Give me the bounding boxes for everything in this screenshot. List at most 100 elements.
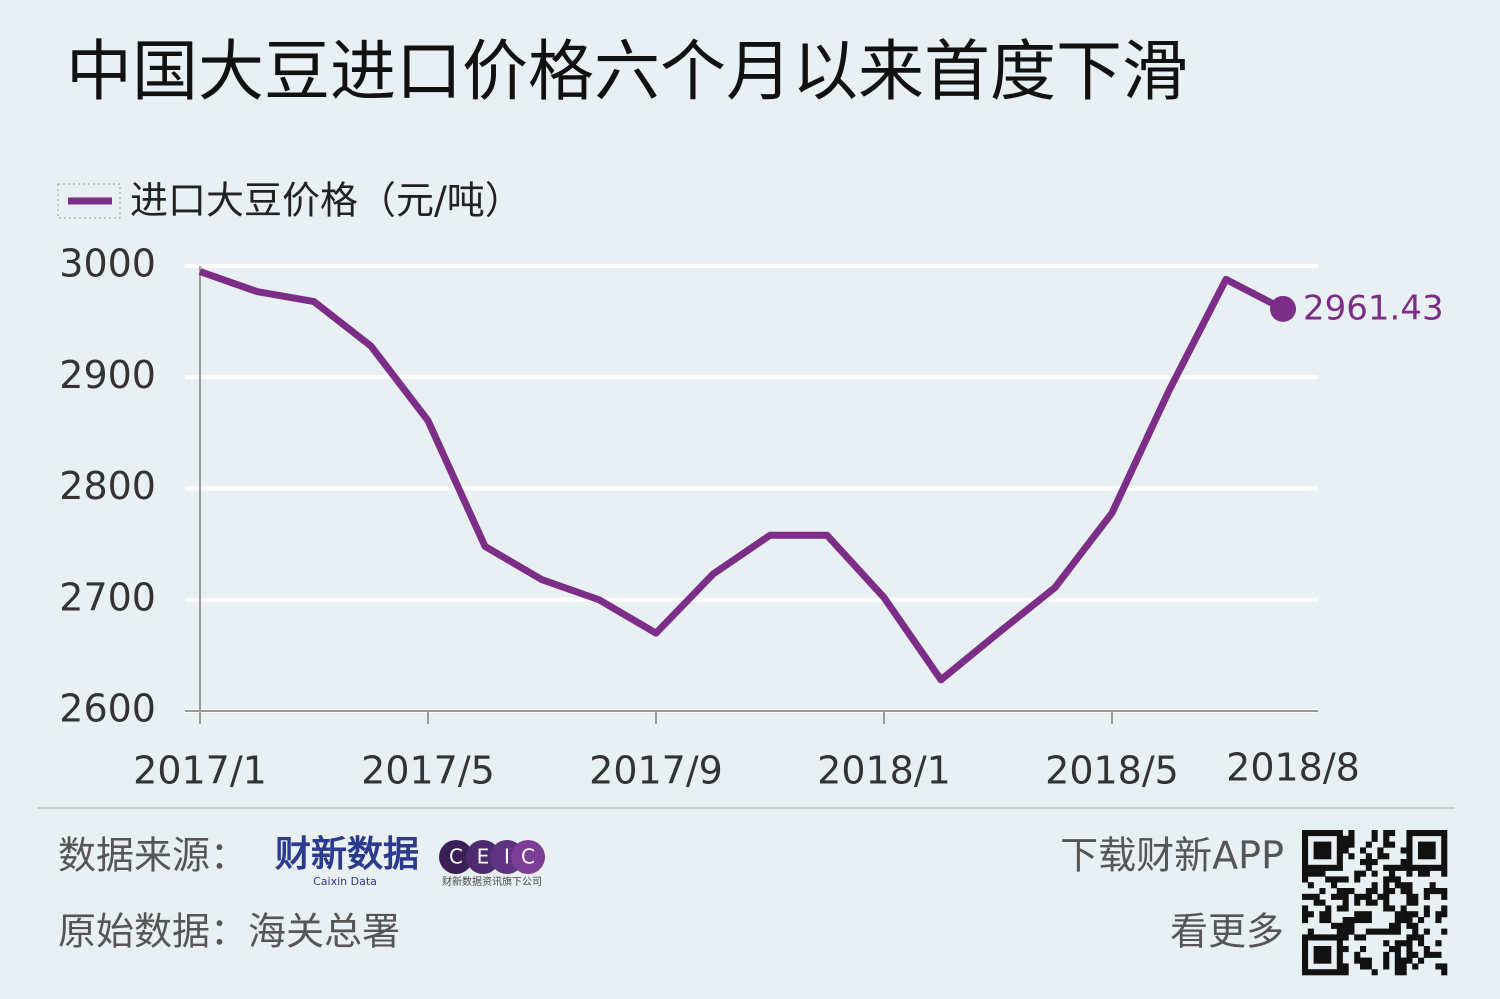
qr-cell — [1406, 853, 1413, 860]
qr-cell — [1377, 853, 1384, 860]
qr-cell — [1336, 969, 1343, 976]
qr-cell — [1383, 899, 1390, 906]
qr-cell — [1342, 917, 1349, 924]
qr-cell — [1429, 888, 1436, 895]
qr-cell — [1423, 951, 1430, 958]
qr-cell — [1412, 922, 1419, 929]
qr-cell — [1342, 893, 1349, 900]
qr-cell — [1406, 835, 1413, 842]
qr-cell — [1394, 922, 1401, 929]
qr-cell — [1336, 876, 1343, 883]
qr-cell — [1342, 934, 1349, 941]
qr-cell — [1342, 928, 1349, 935]
qr-cell — [1383, 905, 1390, 912]
qr-cell — [1342, 841, 1349, 848]
qr-cell — [1354, 893, 1361, 900]
qr-cell — [1313, 853, 1320, 860]
qr-cell — [1418, 917, 1425, 924]
qr-cell — [1400, 917, 1407, 924]
qr-cell — [1319, 899, 1326, 906]
qr-cell — [1406, 899, 1413, 906]
qr-cell — [1383, 940, 1390, 947]
qr-cell — [1319, 847, 1326, 854]
y-tick-label: 2800 — [59, 464, 156, 508]
x-tick-label: 2018/5 — [1045, 749, 1179, 793]
app-text: 下载财新APP — [1060, 834, 1284, 878]
qr-cell — [1313, 946, 1320, 953]
qr-cell — [1336, 940, 1343, 947]
ceic-letter: C — [521, 845, 535, 869]
qr-cell — [1418, 940, 1425, 947]
qr-cell — [1331, 922, 1338, 929]
qr-cell — [1348, 928, 1355, 935]
qr-cell — [1423, 841, 1430, 848]
qr-cell — [1336, 835, 1343, 842]
qr-cell — [1441, 853, 1448, 860]
qr-cell — [1394, 969, 1401, 976]
ceic-sub: 财新数据资讯旗下公司 — [442, 875, 542, 888]
qr-cell — [1307, 928, 1314, 935]
qr-cell — [1325, 841, 1332, 848]
qr-cell — [1325, 951, 1332, 958]
qr-cell — [1336, 928, 1343, 935]
qr-cell — [1383, 864, 1390, 871]
qr-cell — [1336, 888, 1343, 895]
qr-cell — [1331, 876, 1338, 883]
qr-cell — [1348, 830, 1355, 837]
legend-label: 进口大豆价格（元/吨） — [130, 179, 523, 223]
qr-cell — [1383, 835, 1390, 842]
qr-cell — [1365, 928, 1372, 935]
qr-cell — [1371, 830, 1378, 837]
qr-cell — [1365, 957, 1372, 964]
qr-cell — [1435, 864, 1442, 871]
qr-cell — [1429, 830, 1436, 837]
qr-cell — [1319, 888, 1326, 895]
qr-cell — [1336, 864, 1343, 871]
value-label: 2961.43 — [1303, 288, 1444, 328]
qr-cell — [1342, 905, 1349, 912]
qr-cell — [1429, 847, 1436, 854]
brand: 财新数据 — [275, 834, 419, 875]
qr-cell — [1406, 951, 1413, 958]
qr-cell — [1371, 899, 1378, 906]
qr-cell — [1348, 922, 1355, 929]
qr-cell — [1429, 951, 1436, 958]
qr-cell — [1354, 934, 1361, 941]
qr-cell — [1406, 859, 1413, 866]
qr-cell — [1365, 963, 1372, 970]
qr-cell — [1302, 847, 1309, 854]
qr-cell — [1423, 911, 1430, 918]
qr-cell — [1348, 835, 1355, 842]
qr-cell — [1319, 911, 1326, 918]
qr-cell — [1394, 951, 1401, 958]
qr-cell — [1418, 864, 1425, 871]
qr-cell — [1418, 957, 1425, 964]
qr-cell — [1325, 917, 1332, 924]
qr-cell — [1342, 946, 1349, 953]
qr-code — [1302, 830, 1448, 976]
qr-cell — [1313, 969, 1320, 976]
qr-cell — [1360, 957, 1367, 964]
qr-cell — [1423, 830, 1430, 837]
ceic-letter: I — [504, 845, 510, 869]
qr-cell — [1429, 864, 1436, 871]
qr-cell — [1319, 969, 1326, 976]
qr-cell — [1400, 940, 1407, 947]
qr-cell — [1412, 934, 1419, 941]
qr-cell — [1302, 969, 1309, 976]
qr-cell — [1441, 870, 1448, 877]
qr-cell — [1418, 830, 1425, 837]
qr-cell — [1394, 928, 1401, 935]
qr-cell — [1389, 864, 1396, 871]
qr-cell — [1418, 870, 1425, 877]
qr-cell — [1360, 847, 1367, 854]
qr-cell — [1435, 940, 1442, 947]
qr-cell — [1435, 963, 1442, 970]
qr-cell — [1307, 969, 1314, 976]
qr-cell — [1441, 847, 1448, 854]
qr-cell — [1319, 830, 1326, 837]
qr-cell — [1302, 911, 1309, 918]
qr-cell — [1302, 946, 1309, 953]
qr-cell — [1360, 946, 1367, 953]
